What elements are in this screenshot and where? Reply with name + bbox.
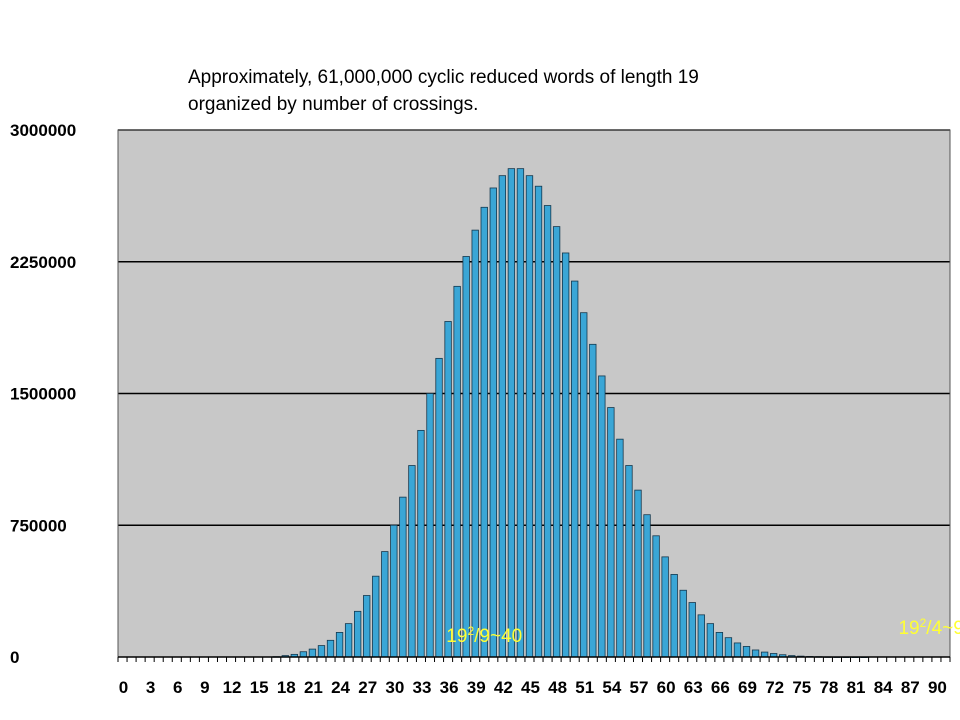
bar-29	[381, 551, 389, 658]
x-tick-label: 0	[119, 678, 128, 697]
bar-68	[733, 642, 742, 658]
bar-39	[471, 229, 479, 658]
bars	[272, 168, 868, 658]
bar-56	[625, 465, 633, 658]
x-tick-label: 60	[657, 678, 676, 697]
bar-52	[589, 343, 597, 658]
x-tick-label: 3	[146, 678, 155, 697]
x-tick-label: 84	[874, 678, 893, 697]
y-tick-label: 2250000	[10, 253, 76, 272]
x-tick-label: 78	[819, 678, 838, 697]
bar-21	[308, 648, 317, 658]
x-tick-label: 54	[602, 678, 621, 697]
bar-50	[571, 280, 579, 658]
x-tick-label: 75	[792, 678, 811, 697]
x-tick-label: 39	[467, 678, 486, 697]
annotation-label: 192/9~40	[446, 624, 522, 647]
bar-44	[516, 168, 525, 658]
bar-33	[417, 429, 425, 658]
x-tick-label: 33	[412, 678, 431, 697]
bar-62	[679, 589, 687, 658]
bar-24	[335, 632, 344, 658]
bar-20	[299, 651, 308, 658]
y-tick-label: 3000000	[10, 121, 76, 140]
bar-23	[326, 639, 335, 658]
bar-60	[661, 556, 669, 658]
bar-57	[634, 489, 642, 658]
x-tick-label: 15	[250, 678, 269, 697]
x-tick-label: 36	[440, 678, 459, 697]
bar-70	[751, 649, 760, 658]
x-tick-label: 87	[901, 678, 920, 697]
bar-22	[317, 645, 326, 658]
bar-67	[724, 637, 733, 658]
x-tick-label: 48	[548, 678, 567, 697]
x-tick-label: 90	[928, 678, 947, 697]
x-tick-label: 66	[711, 678, 730, 697]
bar-63	[688, 602, 696, 658]
bar-55	[616, 438, 624, 658]
bar-35	[435, 357, 443, 658]
x-tick-label: 9	[200, 678, 209, 697]
x-tick-label: 69	[738, 678, 757, 697]
bar-40	[480, 206, 488, 658]
x-tick-label: 6	[173, 678, 182, 697]
x-tick-label: 63	[684, 678, 703, 697]
annotations: 192/9~40 192/4~90	[446, 616, 960, 647]
x-tick-label: 18	[277, 678, 296, 697]
x-tick-label: 30	[385, 678, 404, 697]
annotation-label: 192/4~90	[898, 616, 960, 639]
bar-46	[534, 185, 543, 658]
bar-27	[363, 595, 371, 658]
x-tick-label: 24	[331, 678, 350, 697]
bar-53	[598, 375, 606, 658]
y-tick-label: 0	[10, 648, 19, 667]
bar-42	[498, 175, 507, 658]
x-tick-labels: 0 3 6 9 12 15 18 21 24 27 30 33 36 39 42 45 48 51 54 57 60 63…	[119, 678, 947, 697]
y-tick-labels: 0 750000 1500000 2250000 3000000	[10, 121, 76, 667]
bar-65	[706, 623, 715, 658]
bar-25	[344, 623, 353, 658]
bar-51	[580, 312, 588, 658]
bar-61	[670, 574, 678, 658]
x-tick-label: 27	[358, 678, 377, 697]
chart-caption: Approximately, 61,000,000 cyclic reduced…	[188, 64, 888, 118]
caption-line-2: organized by number of crossings.	[188, 94, 479, 115]
bar-36	[444, 321, 452, 658]
x-tick-label: 57	[630, 678, 649, 697]
bar-43	[507, 168, 516, 658]
bar-28	[372, 575, 380, 658]
x-tick-label: 42	[494, 678, 513, 697]
x-tick-label: 81	[847, 678, 866, 697]
bar-32	[408, 465, 416, 658]
y-tick-label: 1500000	[10, 385, 76, 404]
bar-31	[399, 496, 407, 658]
x-tick-label: 72	[765, 678, 784, 697]
axes	[117, 129, 951, 662]
bar-54	[607, 407, 615, 658]
bar-47	[543, 205, 552, 658]
caption-line-1: Approximately, 61,000,000 cyclic reduced…	[188, 67, 699, 88]
x-tick-label: 21	[304, 678, 323, 697]
bar-64	[697, 614, 705, 658]
bar-30	[390, 524, 398, 658]
bar-26	[353, 610, 362, 658]
bar-48	[552, 226, 561, 658]
bar-38	[462, 256, 470, 658]
x-tick-label: 51	[575, 678, 594, 697]
bar-69	[742, 646, 751, 658]
bar-66	[715, 632, 724, 658]
bar-41	[489, 187, 497, 658]
bar-49	[561, 252, 570, 658]
bar-34	[426, 393, 434, 658]
bar-37	[453, 285, 461, 658]
bar-59	[652, 535, 660, 658]
bar-58	[643, 514, 651, 658]
bar-45	[525, 175, 534, 658]
x-tick-label: 45	[521, 678, 540, 697]
x-tick-label: 12	[223, 678, 242, 697]
y-tick-label: 750000	[10, 516, 67, 535]
